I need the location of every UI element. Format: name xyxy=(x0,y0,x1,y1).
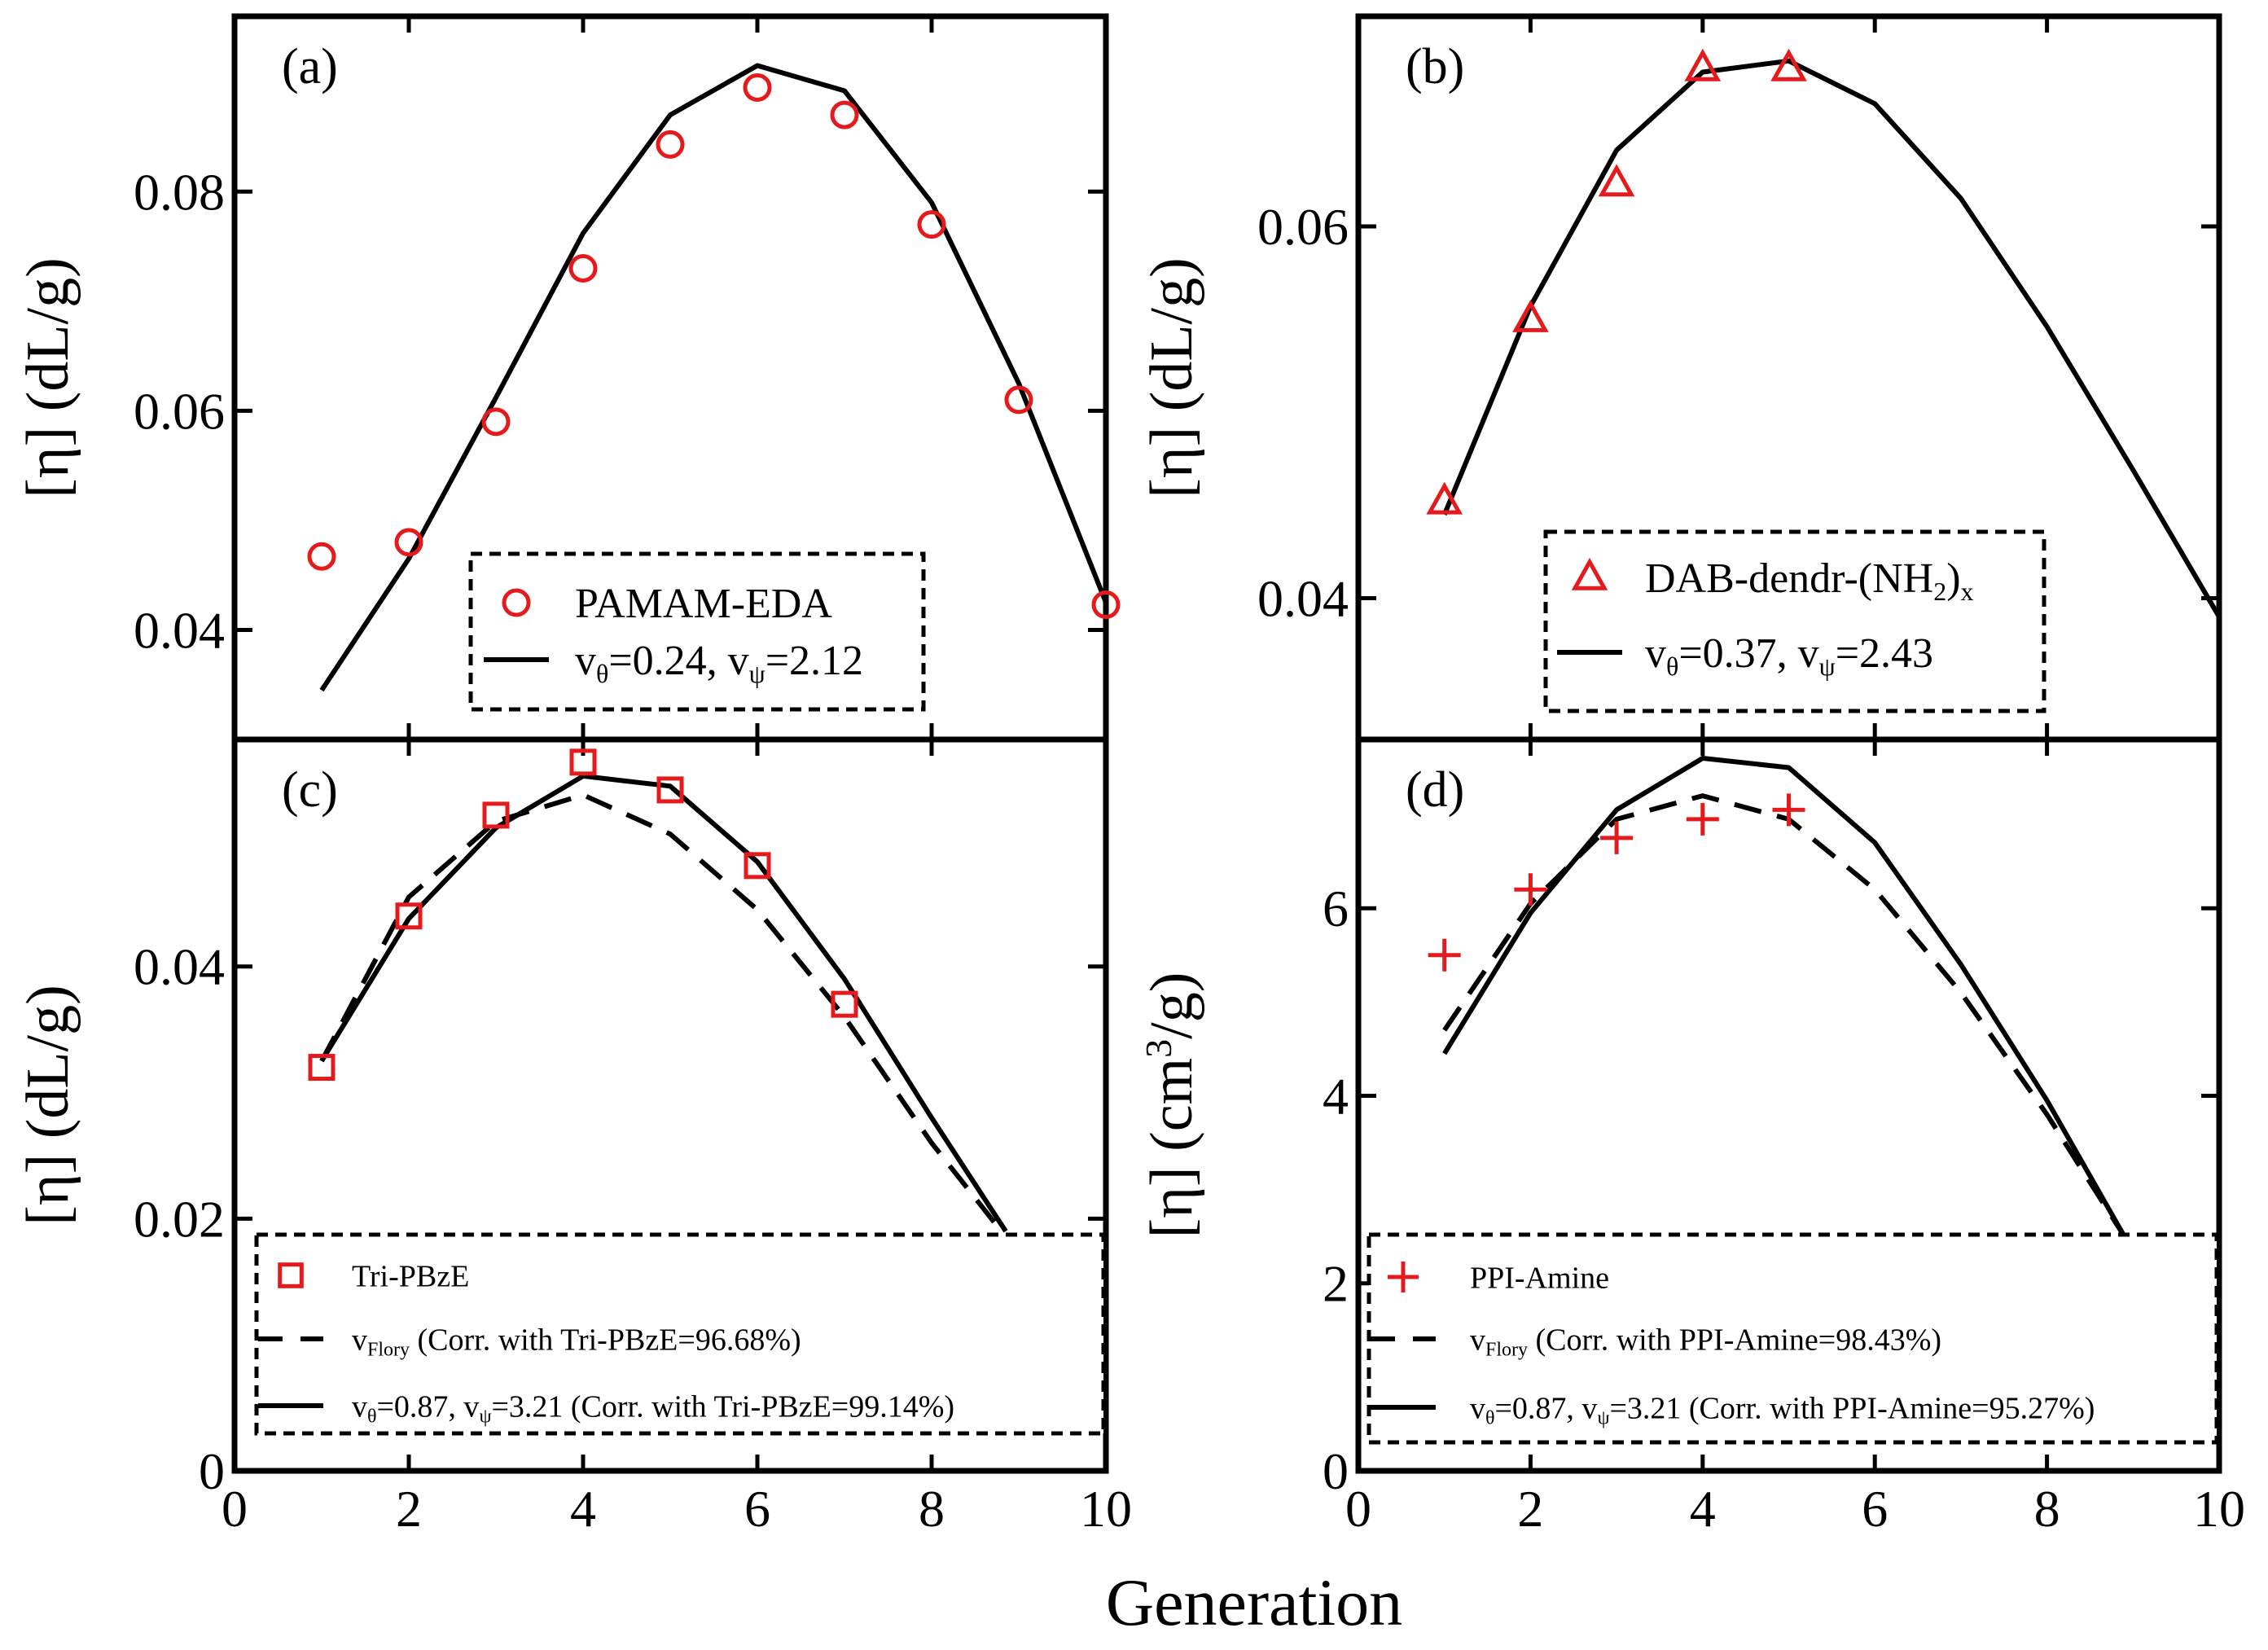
data-point xyxy=(1004,385,1033,415)
data-point xyxy=(568,253,598,283)
data-point xyxy=(394,528,423,557)
data-point xyxy=(482,801,510,829)
y-tick-label: 0 xyxy=(199,1442,225,1500)
y-tick-label: 6 xyxy=(1323,880,1349,937)
legend-entry-label: DAB-dendr-(NH2)x xyxy=(1645,555,1974,606)
y-axis-title: [η] (dL/g) xyxy=(1138,257,1205,498)
data-point xyxy=(1684,48,1722,81)
y-axis-title: [η] (dL/g) xyxy=(15,257,81,498)
series-line-dashed xyxy=(319,792,1003,1233)
y-tick-label: 0.06 xyxy=(1257,198,1349,256)
plot-frame xyxy=(1355,736,2222,1474)
legend-entry-label: vθ=0.24, vψ=2.12 xyxy=(575,638,863,688)
data-point xyxy=(1091,590,1121,620)
x-tick-label: 4 xyxy=(1690,1480,1716,1538)
panel-label: (b) xyxy=(1406,39,1464,94)
legend-marker xyxy=(1388,1262,1419,1292)
data-point xyxy=(395,902,423,930)
legend-entry-label: vθ=0.87, vψ=3.21 (Corr. with Tri-PBzE=99… xyxy=(352,1389,954,1427)
data-point xyxy=(831,990,858,1018)
data-point xyxy=(308,1054,336,1082)
x-tick-label: 10 xyxy=(2193,1480,2245,1538)
y-tick-label: 0 xyxy=(1323,1442,1349,1500)
legend-marker xyxy=(1571,557,1608,590)
data-point xyxy=(1512,299,1549,332)
data-point xyxy=(307,542,336,571)
x-tick-label: 2 xyxy=(396,1480,422,1538)
legend-box xyxy=(1367,1232,2219,1445)
series-line-dashed xyxy=(1442,793,2127,1238)
x-tick-label: 6 xyxy=(744,1480,770,1538)
data-point xyxy=(1426,481,1463,515)
y-tick-label: 0.04 xyxy=(1257,570,1349,628)
legend-entry-label: vFlory (Corr. with PPI-Amine=98.43%) xyxy=(1470,1323,1941,1360)
data-point xyxy=(656,776,684,804)
legend-entry-label: vFlory (Corr. with Tri-PBzE=96.68%) xyxy=(352,1323,801,1360)
y-tick-label: 2 xyxy=(1323,1255,1349,1313)
panel-label: (c) xyxy=(282,762,338,818)
legend-marker xyxy=(502,588,531,617)
y-tick-label: 0.08 xyxy=(134,163,225,221)
panel-b: 0.04 0.06 [η] (dL/g) (b) DAB-dendr-(NH2)x vθ=… xyxy=(1138,13,2222,743)
legend-entry-label: Tri-PBzE xyxy=(352,1259,469,1293)
data-point xyxy=(1686,802,1719,836)
panel-c: 0 0.02 0.04 0 2 4 6 8 10 [η] (dL/g) (c) Tri-PBzE vFl… xyxy=(15,736,1132,1538)
data-point xyxy=(1428,938,1461,972)
data-point xyxy=(569,748,597,776)
y-axis-title: [η] (dL/g) xyxy=(15,985,81,1226)
y-tick-label: 0.04 xyxy=(134,601,225,659)
y-axis-title: [η] (cm3/g) xyxy=(1138,972,1206,1239)
x-tick-label: 0 xyxy=(222,1480,248,1538)
legend-entry-label: vθ=0.37, vψ=2.43 xyxy=(1645,630,1933,681)
series-line-solid xyxy=(1442,756,2127,1238)
x-tick-label: 8 xyxy=(919,1480,945,1538)
x-tick-label: 4 xyxy=(570,1480,596,1538)
x-tick-label: 10 xyxy=(1080,1480,1132,1538)
x-tick-label: 0 xyxy=(1345,1480,1371,1538)
data-point xyxy=(1598,164,1635,197)
x-axis-title: Generation xyxy=(1106,1565,1402,1639)
plot-frame xyxy=(231,736,1109,1474)
y-tick-label: 0.06 xyxy=(134,382,225,440)
panel-label: (d) xyxy=(1406,762,1464,818)
data-point xyxy=(744,852,771,880)
y-tick-label: 0.04 xyxy=(134,938,225,996)
legend-box xyxy=(468,551,926,712)
legend-marker xyxy=(278,1262,304,1288)
series-line-solid xyxy=(319,773,1008,1233)
series-line-solid xyxy=(319,63,1108,692)
y-tick-label: 4 xyxy=(1323,1067,1349,1125)
data-point xyxy=(1772,793,1805,827)
x-tick-label: 6 xyxy=(1862,1480,1888,1538)
data-point xyxy=(743,72,772,102)
data-point xyxy=(1600,821,1634,854)
data-point xyxy=(656,129,685,159)
data-point xyxy=(1514,873,1547,906)
legend-entry-label: PAMAM-EDA xyxy=(575,581,832,627)
legend-box xyxy=(254,1232,1106,1436)
legend-entry-label: vθ=0.87, vψ=3.21 (Corr. with PPI-Amine=9… xyxy=(1470,1391,2095,1428)
legend-entry-label: PPI-Amine xyxy=(1470,1261,1609,1295)
y-tick-label: 0.02 xyxy=(134,1190,225,1248)
data-point xyxy=(481,407,511,437)
data-point xyxy=(917,210,946,239)
panel-label: (a) xyxy=(282,39,338,94)
panel-d: 0 2 4 6 0 2 4 6 8 10 [η] (cm3/g) (d) PPI-Amine vFlory… xyxy=(1138,736,2245,1538)
legend-box xyxy=(1543,529,2046,713)
x-tick-label: 2 xyxy=(1517,1480,1543,1538)
data-point xyxy=(830,100,859,129)
data-point xyxy=(1770,48,1807,81)
panel-a: 0.04 0.06 0.08 [η] (dL/g) (a) PAMAM-EDA vθ=0.2… xyxy=(15,13,1121,743)
x-tick-label: 8 xyxy=(2034,1480,2060,1538)
series-line-solid xyxy=(1441,58,2222,618)
